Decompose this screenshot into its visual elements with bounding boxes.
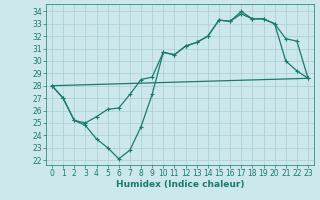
- X-axis label: Humidex (Indice chaleur): Humidex (Indice chaleur): [116, 180, 244, 189]
